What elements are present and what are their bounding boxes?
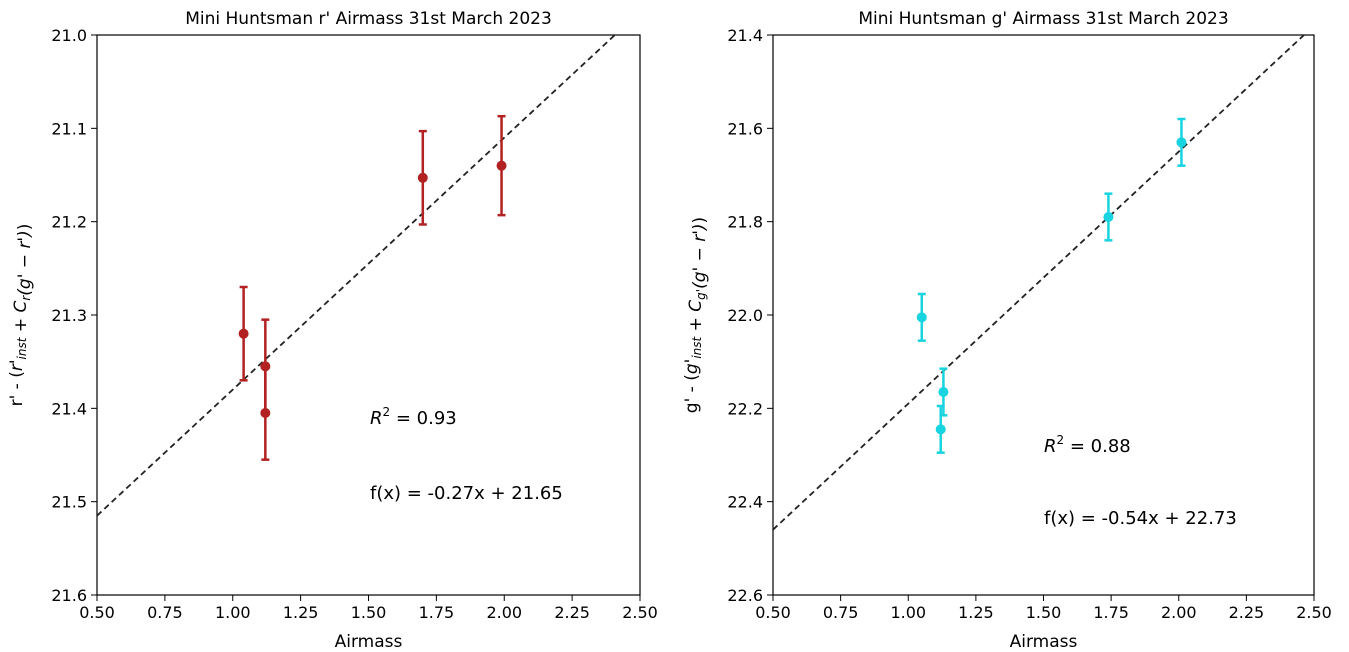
y-axis-label-part: inst — [690, 335, 704, 358]
y-axis-label-part: (g' − r') — [15, 230, 35, 295]
data-point — [935, 424, 946, 435]
y-tick-label: 21.2 — [51, 213, 87, 232]
r-squared-value: = 0.88 — [1064, 436, 1131, 457]
x-axis-label: Airmass — [1010, 632, 1078, 652]
data-point — [1176, 137, 1187, 148]
y-axis-label-part: r' - ( — [7, 371, 27, 406]
y-axis-label-part: ) — [690, 217, 710, 224]
data-point — [1103, 212, 1114, 222]
y-axis-label: r' - (r'inst + Cr(g' − r')) — [7, 224, 35, 407]
data-point — [496, 160, 507, 171]
chart-title: Mini Huntsman r' Airmass 31st March 2023 — [185, 9, 552, 29]
r-squared-annotation: R2 = 0.93 — [370, 405, 457, 429]
fit-line — [773, 35, 1306, 531]
fit-equation-annotation: f(x) = -0.54x + 22.73 — [1044, 508, 1237, 529]
chart-panel-1: Mini Huntsman r' Airmass 31st March 2023… — [7, 9, 658, 652]
y-tick-label: 21.0 — [51, 26, 87, 45]
x-tick-label: 1.50 — [351, 603, 387, 622]
y-axis-label: g' - (g'inst + Cg'(g' − r')) — [682, 217, 710, 413]
y-tick-label: 22.4 — [727, 493, 763, 512]
data-point — [417, 172, 428, 183]
chart-title: Mini Huntsman g' Airmass 31st March 2023 — [858, 9, 1228, 29]
data-point — [260, 408, 271, 418]
x-tick-label: 0.75 — [147, 603, 183, 622]
y-tick-label: 21.4 — [727, 26, 763, 45]
x-tick-label: 1.00 — [215, 603, 251, 622]
data-point — [238, 328, 249, 339]
y-axis-label-part: + — [11, 313, 31, 338]
x-tick-label: 0.75 — [823, 603, 859, 622]
x-tick-label: 2.00 — [1161, 603, 1197, 622]
x-tick-label: 1.75 — [1093, 603, 1129, 622]
y-tick-label: 21.6 — [51, 586, 87, 605]
y-axis-label-part: ) — [15, 224, 35, 231]
y-axis-label-part: g' — [682, 359, 702, 374]
y-axis-label-part: C — [11, 301, 31, 313]
y-tick-label: 21.3 — [51, 306, 87, 325]
data-point — [938, 387, 949, 397]
y-tick-label: 21.5 — [51, 493, 87, 512]
y-tick-label: 21.8 — [727, 213, 763, 232]
y-axis-label-part: r' — [7, 359, 27, 371]
r-squared-value: = 0.93 — [390, 408, 457, 429]
x-tick-label: 1.75 — [419, 603, 455, 622]
y-axis-label-part: (g' − r') — [690, 223, 710, 288]
chart-panel-2: Mini Huntsman g' Airmass 31st March 2023… — [682, 9, 1332, 652]
y-axis-label-part: + — [686, 312, 706, 337]
plot-frame — [96, 34, 641, 596]
x-tick-label: 1.25 — [958, 603, 994, 622]
x-tick-label: 2.00 — [486, 603, 522, 622]
x-tick-label: 2.25 — [554, 603, 590, 622]
x-tick-label: 1.50 — [1026, 603, 1062, 622]
y-tick-label: 22.2 — [727, 399, 763, 418]
r-exponent: 2 — [383, 405, 391, 419]
x-axis-label: Airmass — [335, 632, 403, 652]
r-exponent: 2 — [1057, 433, 1065, 447]
fit-equation-annotation: f(x) = -0.27x + 21.65 — [370, 483, 563, 504]
y-tick-label: 21.6 — [727, 119, 763, 138]
data-point — [916, 312, 927, 323]
x-tick-label: 0.50 — [79, 603, 115, 622]
r-symbol: R — [1044, 436, 1057, 457]
y-tick-label: 21.1 — [51, 119, 87, 138]
r-squared-annotation: R2 = 0.88 — [1044, 433, 1131, 457]
x-tick-label: 2.50 — [622, 603, 658, 622]
y-tick-label: 22.0 — [727, 306, 763, 325]
x-tick-label: 1.00 — [890, 603, 926, 622]
x-tick-label: 2.25 — [1229, 603, 1265, 622]
y-tick-label: 21.4 — [51, 399, 87, 418]
y-axis-label-part: r — [19, 295, 33, 301]
y-axis-label-part: C — [686, 300, 706, 312]
y-axis-label-part: inst — [15, 336, 29, 359]
x-tick-label: 0.50 — [755, 603, 791, 622]
r-symbol: R — [370, 408, 383, 429]
x-tick-label: 1.25 — [283, 603, 319, 622]
y-axis-label-part: g' — [694, 289, 708, 300]
fit-line — [97, 35, 617, 517]
x-tick-label: 2.50 — [1296, 603, 1332, 622]
y-tick-label: 22.6 — [727, 586, 763, 605]
y-axis-label-part: g' - ( — [682, 374, 702, 413]
